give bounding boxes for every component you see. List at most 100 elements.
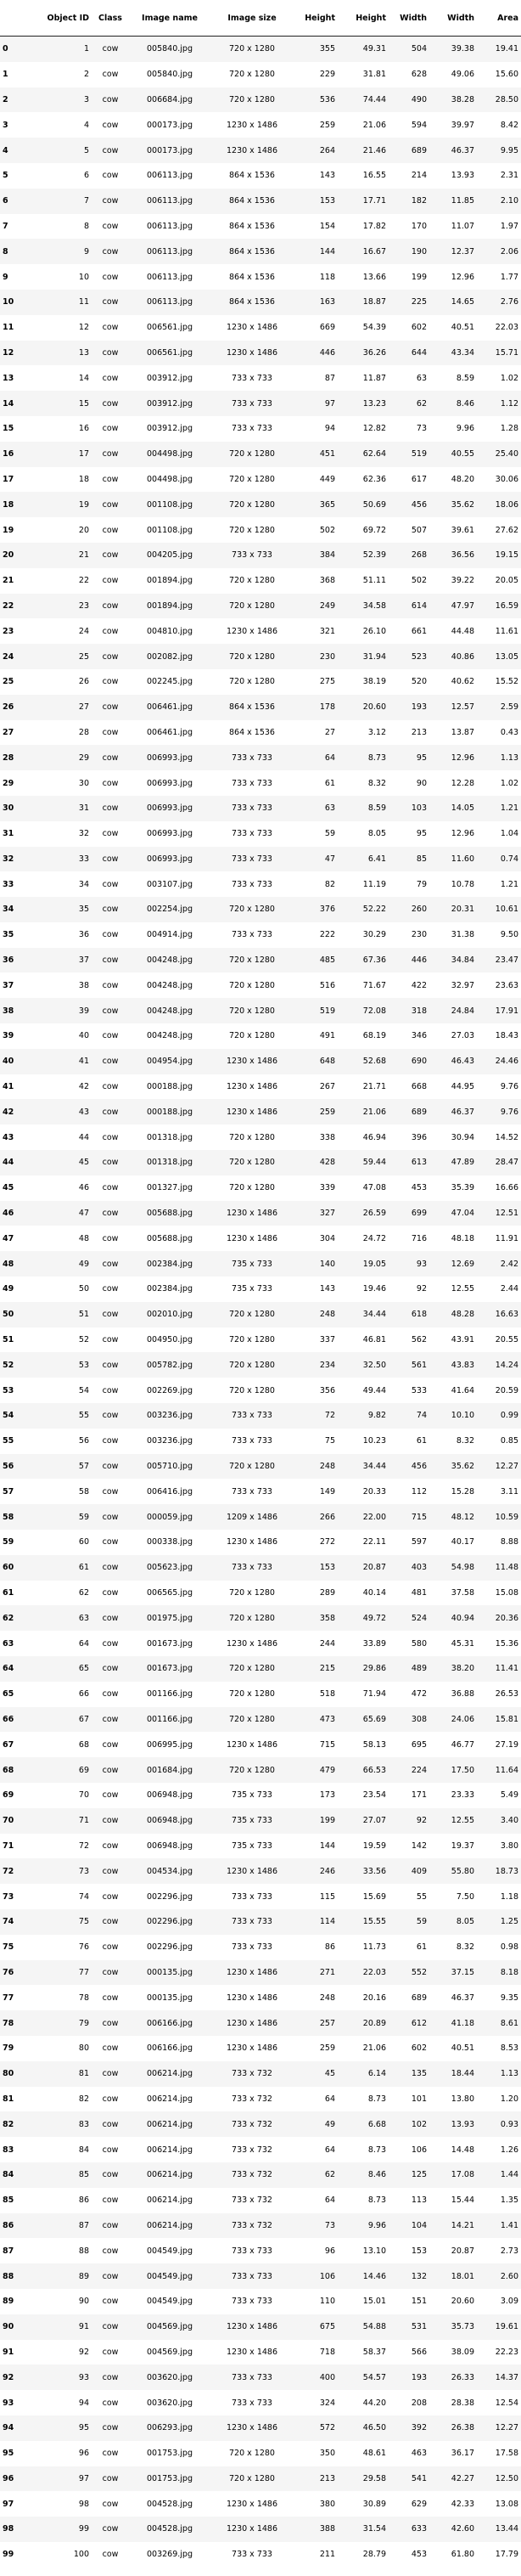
height-px-cell: 451 — [319, 449, 335, 459]
class-cell: cow — [102, 600, 119, 611]
width-px-cell: 612 — [411, 2018, 427, 2028]
area-cell: 1.21 — [500, 879, 518, 889]
image-name-cell: 006113.jpg — [147, 221, 193, 231]
row-index: 27 — [3, 727, 14, 737]
area-cell: 18.73 — [495, 1866, 518, 1876]
height-pct-cell: 44.20 — [362, 2398, 386, 2408]
row-index: 61 — [3, 1588, 14, 1598]
width-pct-cell: 43.91 — [451, 1335, 474, 1345]
area-cell: 18.06 — [495, 499, 518, 510]
height-pct-cell: 49.31 — [362, 44, 386, 54]
image-name-cell: 001166.jpg — [147, 1714, 193, 1724]
width-pct-cell: 39.97 — [451, 120, 474, 130]
height-px-cell: 248 — [319, 1310, 335, 1320]
object-id-cell: 31 — [78, 803, 89, 814]
width-px-cell: 689 — [411, 1107, 427, 1117]
image-name-cell: 005710.jpg — [147, 1462, 193, 1472]
area-cell: 1.97 — [500, 221, 518, 231]
area-cell: 0.85 — [500, 1436, 518, 1446]
row-index: 99 — [3, 2550, 14, 2560]
image-name-cell: 006214.jpg — [147, 2170, 193, 2180]
table-row: 61 62 cow 006565.jpg 720 x 1280 289 40.14 481 37… — [0, 1580, 521, 1606]
area-cell: 15.71 — [495, 347, 518, 358]
image-name-cell: 002296.jpg — [147, 1942, 193, 1953]
class-cell: cow — [102, 297, 119, 307]
width-pct-cell: 12.96 — [451, 753, 474, 763]
image-name-cell: 005688.jpg — [147, 1233, 193, 1243]
object-id-cell: 21 — [78, 550, 89, 561]
height-pct-cell: 21.71 — [362, 1082, 386, 1092]
image-name-cell: 001108.jpg — [147, 499, 193, 510]
area-cell: 1.44 — [500, 2170, 518, 2180]
image-size-cell: 720 x 1280 — [229, 70, 275, 80]
width-px-cell: 79 — [416, 879, 427, 889]
class-cell: cow — [102, 1739, 119, 1750]
height-pct-cell: 40.14 — [362, 1588, 386, 1598]
class-cell: cow — [102, 702, 119, 713]
image-name-cell: 002245.jpg — [147, 677, 193, 687]
image-size-cell: 1230 x 1486 — [226, 1082, 277, 1092]
row-index: 89 — [3, 2297, 14, 2307]
image-size-cell: 1230 x 1486 — [226, 626, 277, 636]
class-cell: cow — [102, 2347, 119, 2357]
row-index: 37 — [3, 980, 14, 990]
width-pct-cell: 13.93 — [451, 171, 474, 181]
width-pct-cell: 42.27 — [451, 2473, 474, 2483]
image-name-cell: 003269.jpg — [147, 2550, 193, 2560]
image-size-cell: 733 x 733 — [232, 803, 272, 814]
class-cell: cow — [102, 1031, 119, 1041]
area-cell: 11.48 — [495, 1563, 518, 1573]
row-index: 6 — [3, 196, 8, 206]
width-px-cell: 531 — [411, 2322, 427, 2332]
image-size-cell: 1230 x 1486 — [226, 1638, 277, 1649]
object-id-cell: 84 — [78, 2145, 89, 2155]
table-row: 31 32 cow 006993.jpg 733 x 733 59 8.05 95 12.96 1… — [0, 820, 521, 847]
image-name-cell: 004810.jpg — [147, 626, 193, 636]
area-cell: 2.06 — [500, 246, 518, 256]
row-index: 34 — [3, 905, 14, 915]
width-px-cell: 613 — [411, 1158, 427, 1168]
image-name-cell: 006113.jpg — [147, 297, 193, 307]
class-cell: cow — [102, 2297, 119, 2307]
class-cell: cow — [102, 474, 119, 484]
row-index: 76 — [3, 1967, 14, 1977]
width-px-cell: 153 — [411, 2246, 427, 2256]
class-cell: cow — [102, 1486, 119, 1497]
width-pct-cell: 54.98 — [451, 1563, 474, 1573]
width-px-cell: 73 — [416, 424, 427, 434]
image-name-cell: 000338.jpg — [147, 1537, 193, 1547]
table-row: 90 91 cow 004569.jpg 1230 x 1486 675 54.88 531 3… — [0, 2314, 521, 2340]
area-cell: 15.60 — [495, 70, 518, 80]
width-px-cell: 318 — [411, 1006, 427, 1016]
height-px-cell: 572 — [319, 2423, 335, 2433]
row-index: 85 — [3, 2196, 14, 2206]
height-pct-cell: 30.89 — [362, 2499, 386, 2509]
width-px-cell: 566 — [411, 2347, 427, 2357]
row-index: 13 — [3, 373, 14, 383]
class-cell: cow — [102, 753, 119, 763]
row-index: 79 — [3, 2043, 14, 2054]
width-px-cell: 225 — [411, 297, 427, 307]
row-index: 4 — [3, 145, 8, 155]
table-row: 72 73 cow 004534.jpg 1230 x 1486 246 33.56 409 5… — [0, 1858, 521, 1885]
image-size-cell: 733 x 733 — [232, 778, 272, 788]
width-pct-cell: 12.57 — [451, 702, 474, 713]
height-px-cell: 327 — [319, 1209, 335, 1219]
height-px-cell: 153 — [319, 196, 335, 206]
height-pct-cell: 46.94 — [362, 1132, 386, 1142]
image-name-cell: 000135.jpg — [147, 1993, 193, 2003]
area-cell: 1.02 — [500, 778, 518, 788]
width-pct-cell: 19.37 — [451, 1840, 474, 1851]
table-row: 89 90 cow 004549.jpg 733 x 733 110 15.01 151 20.… — [0, 2288, 521, 2314]
class-cell: cow — [102, 1310, 119, 1320]
width-px-cell: 661 — [411, 626, 427, 636]
row-index: 58 — [3, 1512, 14, 1522]
width-px-cell: 523 — [411, 651, 427, 662]
object-id-cell: 72 — [78, 1840, 89, 1851]
class-cell: cow — [102, 1233, 119, 1243]
image-name-cell: 005623.jpg — [147, 1563, 193, 1573]
image-name-cell: 006561.jpg — [147, 323, 193, 333]
class-cell: cow — [102, 1107, 119, 1117]
object-id-cell: 49 — [78, 1259, 89, 1269]
image-size-cell: 720 x 1280 — [229, 1689, 275, 1699]
